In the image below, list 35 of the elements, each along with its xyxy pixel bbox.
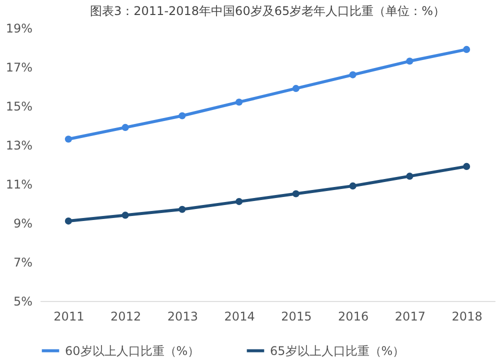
x-tick-label: 2014 [224,310,255,324]
legend-label: 65岁以上人口比重（%） [270,344,405,358]
legend-label: 60岁以上人口比重（%） [65,344,200,358]
x-tick-label: 2016 [338,310,369,324]
y-tick-label: 9% [13,216,32,230]
point [236,198,243,206]
point [292,84,300,92]
x-tick-label: 2011 [54,310,84,324]
y-tick-label: 17% [6,60,32,74]
point [349,182,356,190]
point [122,212,129,219]
point [463,162,470,170]
point [463,46,470,53]
y-tick-label: 19% [6,22,32,36]
point [406,172,414,180]
y-tick-label: 15% [6,100,32,114]
point [292,190,300,198]
x-tick-label: 2015 [281,310,312,324]
y-tick-label: 7% [13,256,32,270]
point [236,98,243,106]
point [122,124,129,131]
x-tick-label: 2017 [394,310,426,324]
point [64,136,72,143]
y-tick-label: 11% [6,178,32,192]
y-tick-label: 5% [13,294,32,308]
x-tick-label: 2012 [110,310,142,324]
point [178,112,186,120]
point [178,206,186,213]
y-tick-label: 13% [6,138,32,152]
x-tick-label: 2018 [452,310,482,324]
point [406,58,414,65]
point [349,71,356,78]
point [64,218,72,225]
x-tick-label: 2013 [167,310,198,324]
chart-title: 图表3：2011-2018年中国60岁及65岁老年人口比重（单位：%） [90,4,445,18]
